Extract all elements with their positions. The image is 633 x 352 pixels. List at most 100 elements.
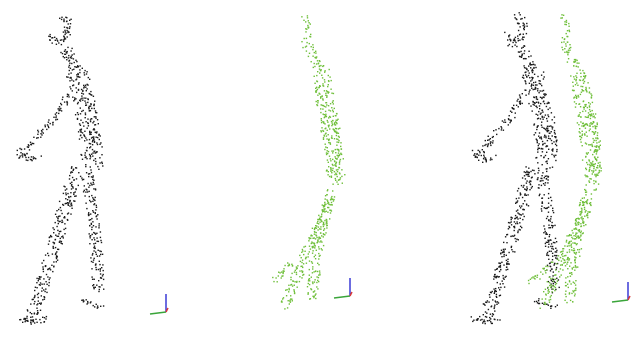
cloud-point — [31, 159, 33, 162]
cloud-point — [527, 74, 530, 77]
cloud-point — [496, 133, 498, 136]
cloud-point — [323, 121, 325, 123]
cloud-point — [53, 232, 55, 234]
cloud-point — [317, 288, 319, 290]
cloud-point — [332, 115, 334, 117]
cloud-point — [597, 165, 599, 167]
cloud-point — [301, 16, 303, 18]
cloud-point — [52, 227, 54, 229]
cloud-point — [91, 153, 93, 155]
cloud-point — [337, 152, 340, 154]
cloud-point — [546, 175, 548, 177]
cloud-point — [92, 122, 94, 124]
cloud-point — [521, 76, 524, 79]
cloud-point — [315, 63, 318, 65]
cloud-point — [535, 113, 537, 115]
cloud-point — [540, 148, 542, 150]
cloud-point — [299, 270, 301, 272]
cloud-point — [318, 246, 320, 248]
cloud-point — [596, 134, 599, 137]
cloud-point — [546, 253, 548, 255]
cloud-point — [599, 165, 601, 167]
cloud-point — [545, 217, 548, 220]
cloud-point — [569, 234, 571, 237]
cloud-point — [69, 182, 72, 185]
cloud-point — [92, 129, 95, 131]
cloud-point — [314, 82, 316, 84]
cloud-point — [63, 39, 65, 41]
cloud-point — [582, 79, 584, 82]
cloud-point — [578, 251, 580, 253]
cloud-point — [598, 171, 601, 173]
cloud-point — [548, 148, 550, 150]
cloud-point — [312, 268, 314, 270]
cloud-point — [519, 39, 521, 41]
cloud-point — [315, 100, 317, 103]
cloud-point — [324, 234, 326, 236]
cloud-point — [596, 145, 598, 147]
cloud-point — [522, 46, 524, 48]
cloud-point — [580, 85, 582, 88]
cloud-point — [62, 31, 65, 33]
cloud-point — [328, 155, 331, 157]
cloud-point — [101, 162, 103, 165]
cloud-point — [545, 177, 548, 180]
cloud-point — [489, 296, 491, 298]
cloud-point — [538, 105, 541, 107]
cloud-point — [70, 88, 72, 90]
cloud-point — [99, 286, 101, 288]
cloud-point — [521, 177, 524, 179]
cloud-point — [309, 23, 311, 25]
cloud-point — [544, 303, 546, 306]
cloud-point — [590, 96, 593, 98]
cloud-point — [521, 53, 523, 55]
cloud-point — [311, 247, 314, 249]
cloud-point — [31, 298, 33, 301]
cloud-point — [94, 158, 97, 160]
cloud-point — [582, 85, 584, 88]
cloud-point — [528, 50, 530, 52]
cloud-point — [583, 203, 585, 206]
cloud-point — [71, 205, 73, 207]
cloud-point — [63, 20, 65, 23]
cloud-point — [331, 169, 334, 172]
cloud-point — [333, 171, 336, 173]
cloud-point — [553, 129, 556, 132]
cloud-point — [542, 71, 545, 73]
cloud-point — [51, 42, 53, 44]
cloud-point — [64, 37, 66, 39]
cloud-point — [574, 264, 577, 267]
cloud-point — [55, 37, 58, 40]
cloud-point — [486, 145, 489, 148]
cloud-point — [573, 282, 576, 284]
cloud-point — [86, 150, 88, 152]
cloud-point — [20, 318, 22, 321]
cloud-point — [544, 114, 547, 116]
cloud-point — [580, 207, 583, 210]
cloud-point — [60, 102, 62, 105]
cloud-point — [279, 272, 281, 274]
cloud-point — [544, 184, 546, 186]
cloud-point — [324, 81, 326, 83]
cloud-point — [306, 15, 309, 17]
cloud-point — [551, 278, 554, 280]
cloud-point — [564, 21, 566, 23]
cloud-point — [588, 202, 591, 205]
cloud-point — [332, 100, 334, 102]
cloud-point — [94, 196, 96, 199]
cloud-point — [579, 203, 581, 206]
cloud-point — [573, 96, 576, 98]
cloud-point — [65, 194, 67, 196]
cloud-point — [57, 217, 59, 219]
cloud-point — [299, 276, 301, 278]
cloud-point — [511, 107, 513, 109]
cloud-point — [499, 283, 501, 285]
cloud-point — [509, 110, 512, 112]
cloud-point — [574, 289, 576, 292]
cloud-point — [575, 228, 578, 230]
cloud-point — [586, 214, 589, 217]
cloud-point — [487, 308, 490, 311]
cloud-point — [83, 125, 85, 127]
cloud-point — [72, 58, 75, 60]
cloud-point — [548, 241, 550, 243]
